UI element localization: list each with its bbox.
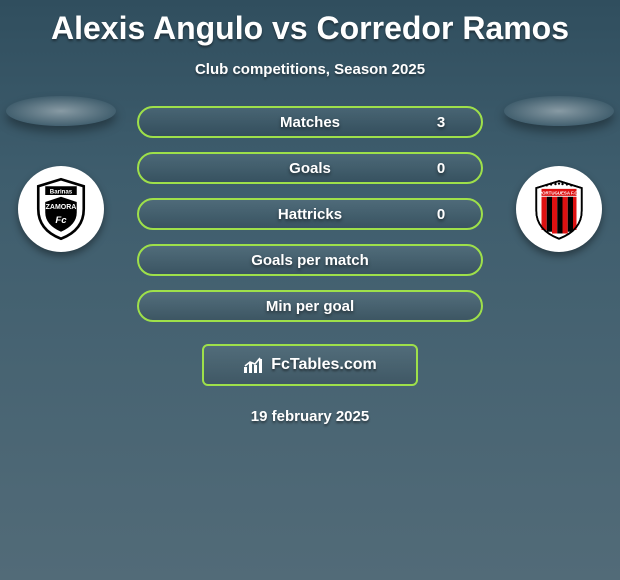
stat-label: Matches — [189, 114, 431, 131]
branding-box: FcTables.com — [202, 344, 418, 386]
stat-label: Hattricks — [189, 206, 431, 223]
club-logo-right: PORTUGUESA F.C. — [516, 166, 602, 252]
stat-right-value: 3 — [431, 114, 451, 131]
stat-label: Goals per match — [189, 252, 431, 269]
stat-row-matches: Matches 3 — [137, 106, 483, 138]
comparison-card: Alexis Angulo vs Corredor Ramos Club com… — [0, 0, 620, 580]
stat-label: Min per goal — [189, 298, 431, 315]
branding-label: FcTables.com — [271, 356, 377, 374]
stat-row-min-per-goal: Min per goal — [137, 290, 483, 322]
page-subtitle: Club competitions, Season 2025 — [0, 61, 620, 78]
stat-right-value: 0 — [431, 160, 451, 177]
portuguesa-crest-icon: PORTUGUESA F.C. — [524, 174, 594, 244]
player-right-badge — [504, 96, 614, 126]
svg-text:Fc: Fc — [55, 215, 67, 226]
date-label: 19 february 2025 — [0, 408, 620, 425]
page-title: Alexis Angulo vs Corredor Ramos — [0, 0, 620, 47]
stat-right-value: 0 — [431, 206, 451, 223]
club-logo-left: Barinas ZAMORA Fc — [18, 166, 104, 252]
bar-chart-icon — [243, 355, 265, 375]
content-area: Barinas ZAMORA Fc PORTUGUESA F.C. — [0, 106, 620, 425]
stat-rows: Matches 3 Goals 0 Hattricks 0 Goals per … — [137, 106, 483, 322]
zamora-crest-icon: Barinas ZAMORA Fc — [26, 174, 96, 244]
stat-label: Goals — [189, 160, 431, 177]
svg-text:ZAMORA: ZAMORA — [46, 204, 77, 211]
svg-text:Barinas: Barinas — [50, 188, 73, 195]
stat-row-goals-per-match: Goals per match — [137, 244, 483, 276]
stat-row-goals: Goals 0 — [137, 152, 483, 184]
svg-text:PORTUGUESA F.C.: PORTUGUESA F.C. — [539, 191, 579, 196]
stat-row-hattricks: Hattricks 0 — [137, 198, 483, 230]
player-left-badge — [6, 96, 116, 126]
